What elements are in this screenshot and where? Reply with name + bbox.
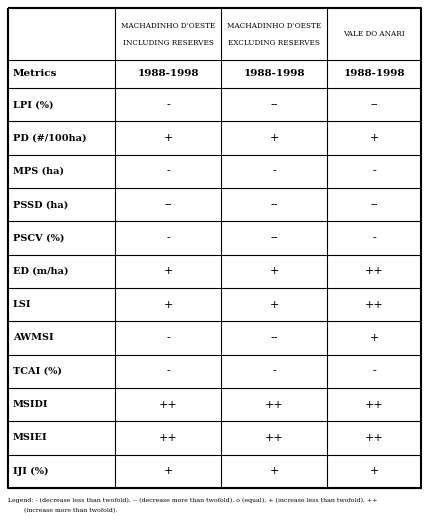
Text: 1988-1998: 1988-1998 — [137, 69, 199, 78]
Text: ++: ++ — [365, 400, 384, 410]
Text: PSCV (%): PSCV (%) — [13, 234, 64, 243]
Text: +: + — [369, 466, 379, 476]
Text: 1988-1998: 1988-1998 — [243, 69, 305, 78]
Text: --: -- — [270, 100, 278, 110]
Text: PD (#/100ha): PD (#/100ha) — [13, 134, 87, 143]
Text: VALE DO ANARI: VALE DO ANARI — [343, 30, 405, 38]
Text: +: + — [163, 466, 173, 476]
Text: -: - — [372, 366, 376, 376]
Text: MACHADINHO D’OESTE: MACHADINHO D’OESTE — [227, 22, 321, 30]
Text: -: - — [372, 233, 376, 243]
Text: PSSD (ha): PSSD (ha) — [13, 200, 68, 209]
Text: -: - — [166, 100, 170, 110]
Text: +: + — [163, 299, 173, 310]
Text: -: - — [166, 166, 170, 176]
Text: ++: ++ — [159, 400, 177, 410]
Text: MSIDI: MSIDI — [13, 400, 48, 409]
Text: ED (m/ha): ED (m/ha) — [13, 267, 69, 276]
Text: LPI (%): LPI (%) — [13, 100, 54, 109]
Text: INCLUDING RESERVES: INCLUDING RESERVES — [123, 39, 214, 47]
Text: EXCLUDING RESERVES: EXCLUDING RESERVES — [228, 39, 320, 47]
Text: 1988-1998: 1988-1998 — [343, 69, 405, 78]
Text: -: - — [166, 366, 170, 376]
Text: --: -- — [164, 200, 172, 210]
Text: LSI: LSI — [13, 300, 31, 309]
Text: ++: ++ — [365, 433, 384, 443]
Text: AWMSI: AWMSI — [13, 333, 54, 342]
Text: +: + — [269, 466, 279, 476]
Text: -: - — [272, 366, 276, 376]
Text: IJI (%): IJI (%) — [13, 467, 48, 476]
Text: --: -- — [270, 200, 278, 210]
Text: ++: ++ — [265, 433, 284, 443]
Text: ++: ++ — [365, 299, 384, 310]
Text: +: + — [269, 299, 279, 310]
Text: +: + — [269, 133, 279, 143]
Text: (increase more than twofold).: (increase more than twofold). — [8, 508, 118, 513]
Text: +: + — [163, 267, 173, 276]
Text: --: -- — [270, 333, 278, 343]
Text: +: + — [269, 267, 279, 276]
Text: MACHADINHO D’OESTE: MACHADINHO D’OESTE — [121, 22, 215, 30]
Text: -: - — [372, 166, 376, 176]
Text: Metrics: Metrics — [13, 69, 57, 78]
Text: --: -- — [370, 200, 378, 210]
Text: ++: ++ — [265, 400, 284, 410]
Text: -: - — [272, 166, 276, 176]
Text: ++: ++ — [365, 267, 384, 276]
Text: -: - — [166, 233, 170, 243]
Text: TCAI (%): TCAI (%) — [13, 367, 62, 376]
Text: ++: ++ — [159, 433, 177, 443]
Text: +: + — [369, 133, 379, 143]
Text: MPS (ha): MPS (ha) — [13, 167, 64, 176]
Text: -: - — [166, 333, 170, 343]
Text: --: -- — [270, 233, 278, 243]
Text: Legend: - (decrease less than twofold), -- (decrease more than twofold), o (equa: Legend: - (decrease less than twofold), … — [8, 498, 378, 504]
Text: +: + — [163, 133, 173, 143]
Text: --: -- — [370, 100, 378, 110]
Text: +: + — [369, 333, 379, 343]
Text: MSIEI: MSIEI — [13, 434, 48, 443]
